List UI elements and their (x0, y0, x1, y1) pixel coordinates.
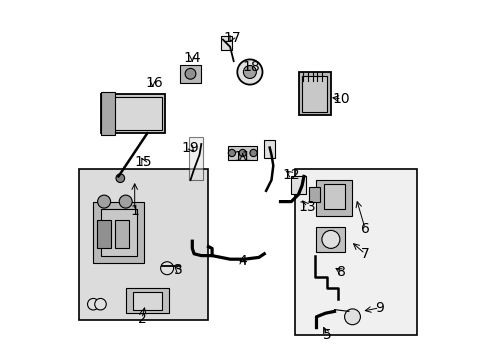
FancyBboxPatch shape (79, 169, 208, 320)
Bar (179, 65, 201, 83)
Circle shape (237, 59, 262, 85)
Text: 4: 4 (238, 254, 246, 268)
Bar (309, 187, 320, 202)
Bar (104, 97, 162, 130)
Bar (302, 76, 326, 112)
Bar (221, 36, 231, 50)
Bar (228, 146, 257, 160)
Text: 15: 15 (135, 155, 152, 169)
Text: 14: 14 (183, 51, 201, 64)
Text: 16: 16 (145, 76, 163, 90)
Text: 1: 1 (130, 204, 139, 217)
Circle shape (249, 149, 257, 157)
Circle shape (98, 195, 110, 208)
FancyBboxPatch shape (294, 169, 416, 335)
Circle shape (243, 66, 256, 78)
Circle shape (321, 230, 339, 248)
Bar (316, 227, 345, 252)
Text: 9: 9 (374, 301, 383, 315)
Bar (264, 140, 275, 158)
Text: 17: 17 (223, 31, 240, 45)
Text: 10: 10 (332, 92, 350, 106)
Circle shape (160, 262, 173, 275)
Text: 7: 7 (360, 247, 369, 261)
Text: 5: 5 (322, 328, 331, 342)
Bar (101, 209, 136, 256)
Bar (125, 288, 168, 313)
Circle shape (116, 174, 124, 183)
Circle shape (185, 68, 196, 79)
Text: 3: 3 (173, 263, 182, 277)
Text: 11: 11 (233, 150, 251, 163)
Bar (101, 94, 165, 133)
Bar (291, 176, 305, 194)
Bar (298, 72, 330, 115)
Circle shape (228, 149, 235, 157)
Text: 13: 13 (298, 200, 316, 214)
Text: 2: 2 (137, 312, 146, 325)
Circle shape (344, 309, 360, 325)
Text: 19: 19 (181, 141, 199, 154)
Circle shape (119, 195, 132, 208)
Circle shape (95, 298, 106, 310)
Bar (188, 137, 203, 180)
Bar (316, 180, 352, 216)
Text: 12: 12 (282, 168, 300, 181)
Text: 18: 18 (243, 60, 260, 73)
Bar (97, 220, 111, 248)
Bar (133, 292, 162, 310)
Bar (323, 184, 345, 209)
Circle shape (87, 298, 99, 310)
Bar (115, 220, 129, 248)
Bar (101, 92, 115, 135)
Circle shape (239, 149, 246, 157)
Text: 8: 8 (337, 265, 346, 279)
Bar (93, 202, 143, 263)
Text: 6: 6 (360, 222, 369, 235)
